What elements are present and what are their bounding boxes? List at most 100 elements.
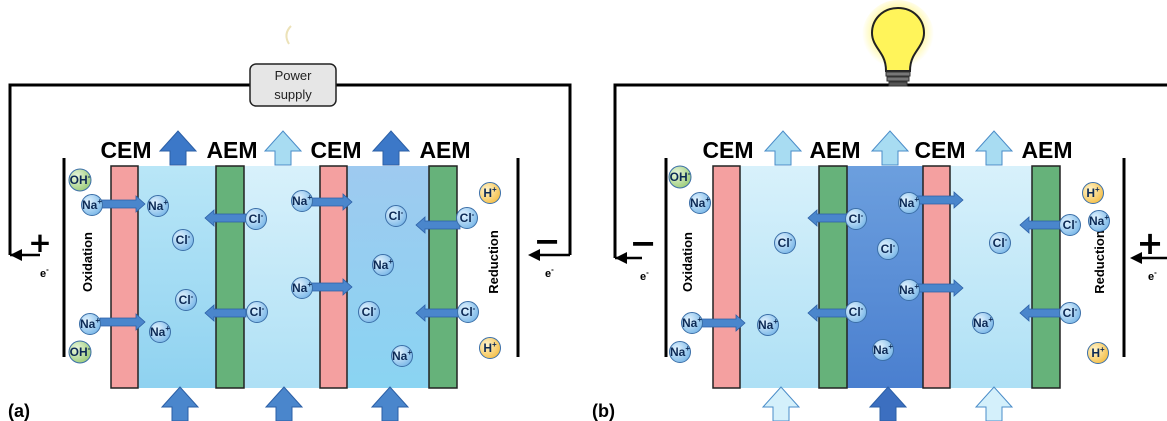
na-ion: Na+ [872, 339, 894, 361]
inflow-arrow [264, 386, 304, 421]
ion-transport-arrow [99, 195, 146, 213]
ion-transport-arrow [807, 304, 851, 322]
svg-text:Cl-: Cl- [389, 208, 404, 223]
cl-ion: Cl- [172, 229, 194, 251]
h-ion: H+ [1087, 342, 1109, 364]
svg-text:Cl-: Cl- [362, 304, 377, 319]
panel-label: (b) [592, 401, 615, 421]
anode-sign: + [28, 226, 51, 259]
membrane-aem [428, 165, 458, 389]
circuit-wire [613, 83, 1167, 258]
svg-text:Na+: Na+ [973, 315, 993, 330]
electron-label: e- [40, 265, 49, 280]
channel-a3 [347, 166, 429, 388]
na-ion: Na+ [81, 194, 103, 216]
ion-transport-arrow [1019, 216, 1064, 234]
cl-ion: Cl- [456, 207, 478, 229]
outflow-arrow [870, 130, 910, 166]
oh-ion: OH- [668, 165, 692, 189]
cl-ion: Cl- [245, 208, 267, 230]
cl-ion: Cl- [385, 205, 407, 227]
svg-text:H+: H+ [483, 340, 497, 355]
cl-ion: Cl- [175, 289, 197, 311]
svg-text:OH-: OH- [670, 169, 691, 184]
membrane-label: AEM [1021, 137, 1072, 163]
membrane-cem [110, 165, 139, 389]
cl-ion: Cl- [877, 238, 899, 260]
channel-b3 [950, 166, 1032, 388]
oh-ion: OH- [68, 340, 92, 364]
ion-layer: OH- Na+ Na+ Cl- Cl- Na+ Cl- Cl- Na+ Na+ Cl- Cl- Cl- C… [68, 165, 1110, 367]
cl-ion: Cl- [845, 301, 867, 323]
ion-transport-arrow [1019, 304, 1064, 322]
na-ion: Na+ [291, 190, 313, 212]
membrane-cem [712, 165, 741, 389]
na-ion: Na+ [149, 321, 171, 343]
oh-ion: OH- [68, 168, 92, 192]
electron-arrow [615, 252, 627, 264]
outflow-arrow [371, 130, 411, 166]
svg-text:Na+: Na+ [1089, 213, 1109, 228]
svg-text:Cl-: Cl- [179, 292, 194, 307]
svg-text:Na+: Na+ [899, 282, 919, 297]
membrane-label: AEM [809, 137, 860, 163]
ion-transport-arrow [415, 304, 461, 322]
na-ion: Na+ [757, 314, 779, 336]
svg-text:Na+: Na+ [292, 193, 312, 208]
cathode-sign: − [534, 222, 561, 260]
svg-text:Na+: Na+ [392, 348, 412, 363]
electron-label: e- [640, 268, 649, 283]
electron-label: e- [545, 265, 554, 280]
svg-text:H+: H+ [1091, 345, 1105, 360]
power-supply-box [249, 63, 337, 107]
na-ion: Na+ [972, 312, 994, 334]
oxidation-label: Oxidation [680, 232, 695, 292]
svg-text:Na+: Na+ [150, 324, 170, 339]
na-ion: Na+ [147, 195, 169, 217]
svg-text:Na+: Na+ [758, 317, 778, 332]
membrane-label: AEM [419, 137, 470, 163]
membrane-label: AEM [206, 137, 257, 163]
power-supply-label: Power [275, 68, 313, 83]
outflow-arrow [763, 130, 803, 166]
inflow-arrow [370, 386, 410, 421]
na-ion: Na+ [669, 341, 691, 363]
svg-text:Na+: Na+ [899, 195, 919, 210]
svg-text:Na+: Na+ [373, 257, 393, 272]
svg-text:Cl-: Cl- [778, 235, 793, 250]
bulb-off-icon [285, 25, 292, 45]
ion-transport-arrow [99, 313, 146, 331]
ion-transport-arrow [415, 216, 461, 234]
cl-ion: Cl- [845, 208, 867, 230]
cl-ion: Cl- [989, 232, 1011, 254]
na-ion: Na+ [681, 312, 703, 334]
ion-transport-arrow [309, 278, 353, 296]
na-ion: Na+ [391, 345, 413, 367]
inflow-arrow [160, 386, 200, 421]
outflow-arrow [263, 130, 303, 166]
na-ion: Na+ [79, 313, 101, 335]
svg-text:Na+: Na+ [82, 197, 102, 212]
reduction-label: Reduction [1092, 230, 1107, 294]
membrane-aem [818, 165, 848, 389]
svg-text:Na+: Na+ [292, 280, 312, 295]
electron-arrow [528, 249, 540, 261]
svg-text:Cl-: Cl- [461, 304, 476, 319]
cl-ion: Cl- [457, 301, 479, 323]
cl-ion: Cl- [1059, 302, 1081, 324]
svg-text:Na+: Na+ [873, 342, 893, 357]
na-ion: Na+ [898, 279, 920, 301]
na-ion: Na+ [898, 192, 920, 214]
outflow-arrow [158, 130, 198, 166]
svg-text:Na+: Na+ [148, 198, 168, 213]
ion-transport-arrow [309, 193, 353, 211]
svg-text:Cl-: Cl- [1063, 305, 1078, 320]
na-ion: Na+ [291, 277, 313, 299]
oxidation-label: Oxidation [80, 232, 95, 292]
svg-text:Cl-: Cl- [849, 211, 864, 226]
na-ion: Na+ [1088, 210, 1110, 232]
cathode-sign: − [630, 224, 657, 262]
outflow-arrow [974, 130, 1014, 166]
panel-b: CEM AEM CEM AEM − + e- e- Oxidation Redu… [592, 0, 1167, 421]
